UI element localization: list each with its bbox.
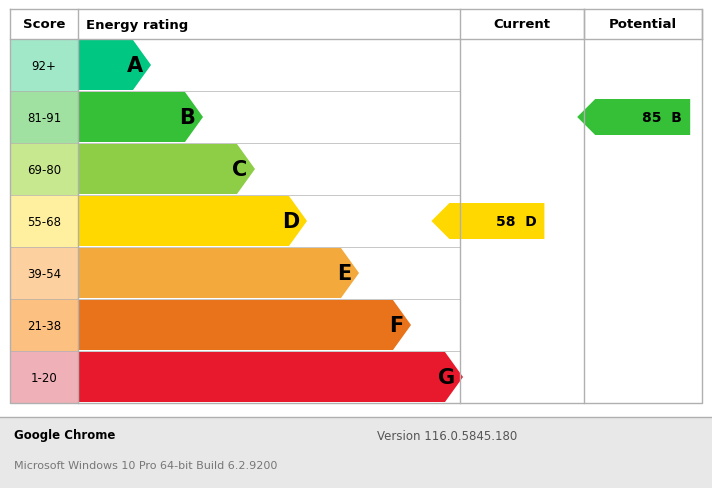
Bar — [0, 417, 712, 488]
Polygon shape — [78, 93, 203, 142]
Polygon shape — [431, 203, 545, 240]
Text: C: C — [231, 160, 247, 180]
Text: Energy rating: Energy rating — [86, 19, 188, 31]
Text: F: F — [389, 315, 403, 335]
Text: A: A — [127, 56, 143, 76]
Text: Score: Score — [23, 19, 66, 31]
Polygon shape — [78, 352, 463, 402]
Text: G: G — [438, 367, 455, 387]
Polygon shape — [78, 145, 255, 195]
Text: 21-38: 21-38 — [27, 319, 61, 332]
Bar — [10, 92, 78, 143]
Text: 1-20: 1-20 — [31, 371, 58, 384]
Text: 69-80: 69-80 — [27, 163, 61, 176]
Bar — [10, 351, 78, 403]
Polygon shape — [577, 100, 690, 136]
Text: 92+: 92+ — [31, 60, 56, 72]
Polygon shape — [78, 248, 359, 298]
Bar — [10, 196, 78, 247]
Bar — [10, 299, 78, 351]
Text: 58  D: 58 D — [496, 215, 536, 228]
Text: B: B — [179, 108, 195, 128]
Polygon shape — [78, 197, 307, 246]
Text: 55-68: 55-68 — [27, 215, 61, 228]
Polygon shape — [78, 301, 411, 350]
Bar — [10, 143, 78, 196]
Bar — [10, 247, 78, 299]
Text: Google Chrome: Google Chrome — [14, 428, 115, 442]
Bar — [10, 40, 78, 92]
Text: Microsoft Windows 10 Pro 64-bit Build 6.2.9200: Microsoft Windows 10 Pro 64-bit Build 6.… — [14, 460, 278, 470]
Text: 39-54: 39-54 — [27, 267, 61, 280]
Text: Current: Current — [493, 19, 550, 31]
Text: Version 116.0.5845.180: Version 116.0.5845.180 — [377, 428, 518, 442]
Text: 85  B: 85 B — [642, 111, 682, 125]
Text: E: E — [337, 264, 351, 284]
Text: D: D — [282, 212, 299, 231]
Text: 81-91: 81-91 — [27, 111, 61, 124]
Polygon shape — [78, 41, 151, 91]
Text: Potential: Potential — [609, 19, 677, 31]
